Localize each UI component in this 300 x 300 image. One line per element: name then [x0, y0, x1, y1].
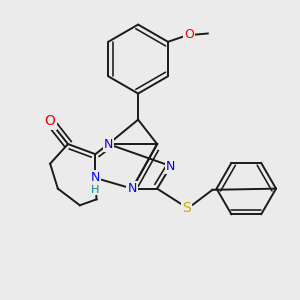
- Text: N: N: [91, 171, 100, 184]
- Text: S: S: [182, 201, 191, 215]
- Text: N: N: [166, 160, 176, 172]
- Text: N: N: [128, 182, 137, 195]
- Text: H: H: [91, 185, 100, 195]
- Text: O: O: [184, 28, 194, 41]
- Text: O: O: [45, 115, 56, 128]
- Text: N: N: [104, 138, 113, 151]
